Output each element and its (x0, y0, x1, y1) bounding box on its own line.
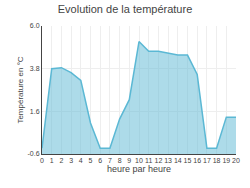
svg-text:0: 0 (40, 157, 44, 164)
svg-text:18: 18 (213, 157, 221, 164)
svg-text:4: 4 (79, 157, 83, 164)
svg-text:8: 8 (118, 157, 122, 164)
svg-text:1: 1 (50, 157, 54, 164)
svg-text:Evolution de la température: Evolution de la température (58, 3, 193, 15)
svg-text:1.6: 1.6 (30, 108, 40, 115)
svg-text:Température en °C: Température en °C (16, 56, 25, 123)
svg-text:17: 17 (203, 157, 211, 164)
svg-text:13: 13 (164, 157, 172, 164)
svg-text:3: 3 (69, 157, 73, 164)
svg-text:6.0: 6.0 (30, 22, 40, 29)
svg-text:-0.6: -0.6 (28, 150, 40, 157)
svg-text:14: 14 (174, 157, 182, 164)
svg-text:2: 2 (59, 157, 63, 164)
svg-text:3.8: 3.8 (30, 65, 40, 72)
svg-text:20: 20 (232, 157, 240, 164)
svg-text:15: 15 (184, 157, 192, 164)
svg-text:12: 12 (155, 157, 163, 164)
svg-text:19: 19 (222, 157, 230, 164)
svg-text:heure par heure: heure par heure (107, 164, 171, 174)
svg-text:10: 10 (135, 157, 143, 164)
svg-text:16: 16 (193, 157, 201, 164)
svg-text:6: 6 (98, 157, 102, 164)
svg-text:9: 9 (127, 157, 131, 164)
svg-text:11: 11 (145, 157, 152, 164)
svg-text:5: 5 (89, 157, 93, 164)
svg-text:7: 7 (108, 157, 112, 164)
